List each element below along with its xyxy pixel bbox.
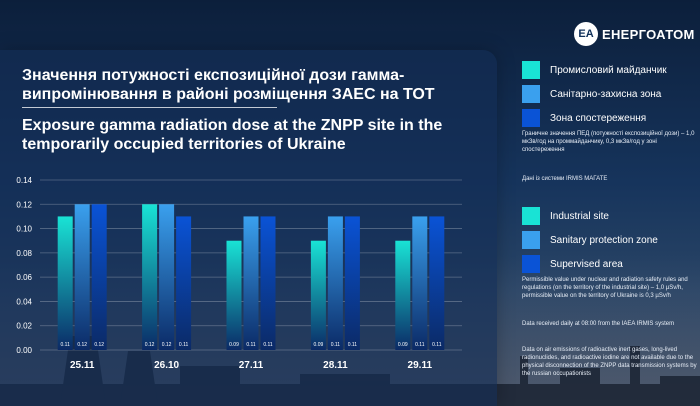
bar — [159, 204, 175, 350]
bar — [260, 216, 276, 350]
legend-item: Зона спостереження — [522, 109, 667, 127]
bar — [142, 204, 158, 350]
logo-text: ЕНЕРГОАТОМ — [602, 26, 695, 42]
legend-ukrainian: Промисловий майданчик Санітарно-захисна … — [522, 61, 667, 133]
bar-value-label: 0.09 — [314, 342, 324, 348]
legend-swatch-sanitary — [522, 85, 540, 103]
bar — [74, 204, 90, 350]
x-category-label: 25.11 — [70, 360, 95, 371]
logo-badge: EA — [574, 22, 598, 46]
legend-label: Supervised area — [550, 258, 623, 270]
bar-value-label: 0.12 — [162, 342, 172, 348]
bar-value-label: 0.09 — [398, 342, 408, 348]
legend-item: Промисловий майданчик — [522, 61, 667, 79]
legend-label: Зона спостереження — [550, 112, 647, 124]
bar-value-label: 0.11 — [246, 342, 256, 348]
bar-value-label: 0.09 — [229, 342, 239, 348]
y-tick-label: 0.06 — [16, 273, 32, 282]
legend-item: Industrial site — [522, 207, 658, 225]
legend-label: Промисловий майданчик — [550, 64, 667, 76]
bar — [57, 216, 73, 350]
legend-label: Санітарно-захисна зона — [550, 88, 662, 100]
legend-label: Industrial site — [550, 210, 609, 222]
bar-value-label: 0.11 — [432, 342, 442, 348]
bar-value-label: 0.11 — [348, 342, 358, 348]
energoatom-logo: EA ЕНЕРГОАТОМ — [574, 21, 695, 47]
x-category-label: 27.11 — [239, 360, 264, 371]
title-divider — [22, 107, 277, 108]
y-tick-label: 0.08 — [16, 249, 32, 258]
note-permissible-ua: Граничне значення ПЕД (потужності експоз… — [522, 131, 695, 153]
bar-chart: 0.00 0.02 0.04 0.06 0.08 0.10 0.12 0.14 0.11 0.12… — [16, 176, 462, 371]
x-category-label: 28.11 — [323, 360, 348, 371]
x-category-label: 29.11 — [408, 360, 433, 371]
bar — [412, 216, 428, 350]
bar — [226, 240, 242, 350]
bar — [344, 216, 360, 350]
bar — [310, 240, 326, 350]
legend-english: Industrial site Sanitary protection zone… — [522, 207, 658, 279]
legend-swatch-industrial — [522, 61, 540, 79]
bar-value-label: 0.11 — [331, 342, 341, 348]
note-source-en: Data received daily at 08:00 from the IA… — [522, 321, 675, 327]
note-permissible-en: Permissible value under nuclear and radi… — [522, 277, 688, 299]
bar-value-label: 0.11 — [61, 342, 71, 348]
title-ukrainian: Значення потужності експозиційної дози г… — [22, 67, 435, 103]
title-english: Exposure gamma radiation dose at the ZNP… — [22, 117, 443, 153]
bar-value-label: 0.11 — [263, 342, 273, 348]
legend-swatch-supervised — [522, 255, 540, 273]
note-source-ua: Дані із системи IRMIS МАГАТЕ — [522, 176, 608, 182]
bar-value-label: 0.11 — [179, 342, 189, 348]
bar — [429, 216, 445, 350]
legend-swatch-supervised — [522, 109, 540, 127]
legend-swatch-industrial — [522, 207, 540, 225]
y-tick-label: 0.14 — [16, 176, 32, 185]
bar-value-label: 0.11 — [415, 342, 425, 348]
bar-value-label: 0.12 — [94, 342, 104, 348]
bar — [327, 216, 343, 350]
bar — [176, 216, 192, 350]
y-tick-label: 0.04 — [16, 297, 32, 306]
y-tick-label: 0.10 — [16, 225, 32, 234]
legend-swatch-sanitary — [522, 231, 540, 249]
legend-item: Санітарно-захисна зона — [522, 85, 667, 103]
y-tick-label: 0.12 — [16, 200, 32, 209]
bar-value-label: 0.12 — [77, 342, 87, 348]
legend-label: Sanitary protection zone — [550, 234, 658, 246]
y-tick-label: 0.00 — [16, 346, 32, 355]
bar — [395, 240, 411, 350]
bar-value-label: 0.12 — [145, 342, 155, 348]
y-tick-label: 0.02 — [16, 322, 32, 331]
note-emissions-en: Data on air emissions of radioactive ine… — [522, 347, 697, 377]
x-category-label: 26.10 — [154, 360, 179, 371]
legend-item: Supervised area — [522, 255, 658, 273]
bar — [91, 204, 107, 350]
bar — [243, 216, 259, 350]
legend-item: Sanitary protection zone — [522, 231, 658, 249]
